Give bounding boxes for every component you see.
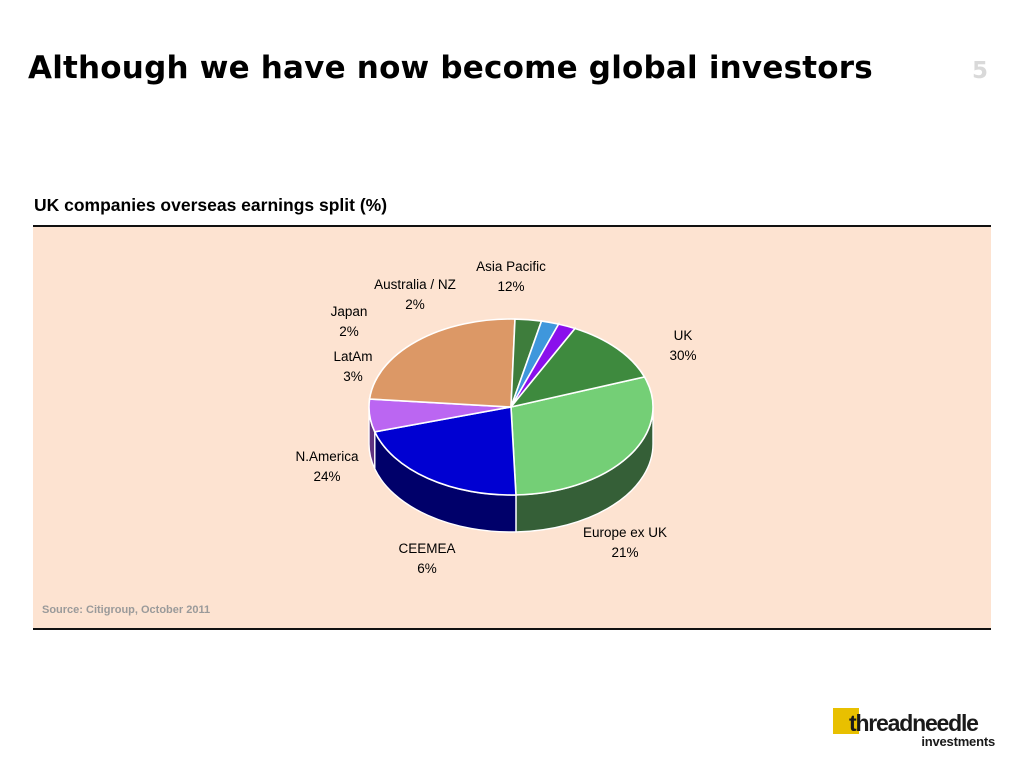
slice-value-label: 24% xyxy=(313,469,340,484)
page-number: 5 xyxy=(971,58,988,84)
slice-value-label: 2% xyxy=(339,324,359,339)
slice-value-label: 2% xyxy=(405,297,425,312)
slice-name-label: UK xyxy=(674,328,693,343)
pie-slice xyxy=(510,327,646,408)
logo-square-icon xyxy=(833,708,859,734)
slice-name-label: Asia Pacific xyxy=(476,259,546,274)
threadneedle-logo: threadneedle investments xyxy=(833,708,1003,753)
slice-name-label: Europe ex UK xyxy=(583,525,667,540)
slice-value-label: 12% xyxy=(497,279,524,294)
pie-slice xyxy=(373,406,517,496)
logo-wordmark: threadneedle xyxy=(849,710,979,736)
logo-subtitle: investments xyxy=(921,734,995,749)
chart-panel: UK 30% Europe ex UK 21% CEEMEA 6% N.America 24%… xyxy=(33,225,991,630)
slice-value-label: 21% xyxy=(611,545,638,560)
slice-name-label: Australia / NZ xyxy=(374,277,456,292)
pie-slice xyxy=(368,318,516,408)
slice-name-label: LatAm xyxy=(333,349,372,364)
slice-value-label: 3% xyxy=(343,369,363,384)
slice-name-label: N.America xyxy=(295,449,359,464)
source-note: Source: Citigroup, October 2011 xyxy=(42,604,211,616)
slice-name-label: CEEMEA xyxy=(398,541,455,556)
slice-value-label: 30% xyxy=(669,348,696,363)
slide-title: Although we have now become global inves… xyxy=(28,50,873,86)
pie-chart: UK 30% Europe ex UK 21% CEEMEA 6% N.America 24%… xyxy=(295,259,696,576)
slice-value-label: 6% xyxy=(417,561,437,576)
slice-name-label: Japan xyxy=(331,304,368,319)
pie-tops xyxy=(368,318,654,496)
pie-slice xyxy=(510,376,654,496)
pie-labels: UK 30% Europe ex UK 21% CEEMEA 6% N.America 24%… xyxy=(295,259,696,576)
chart-heading: UK companies overseas earnings split (%) xyxy=(34,195,388,215)
